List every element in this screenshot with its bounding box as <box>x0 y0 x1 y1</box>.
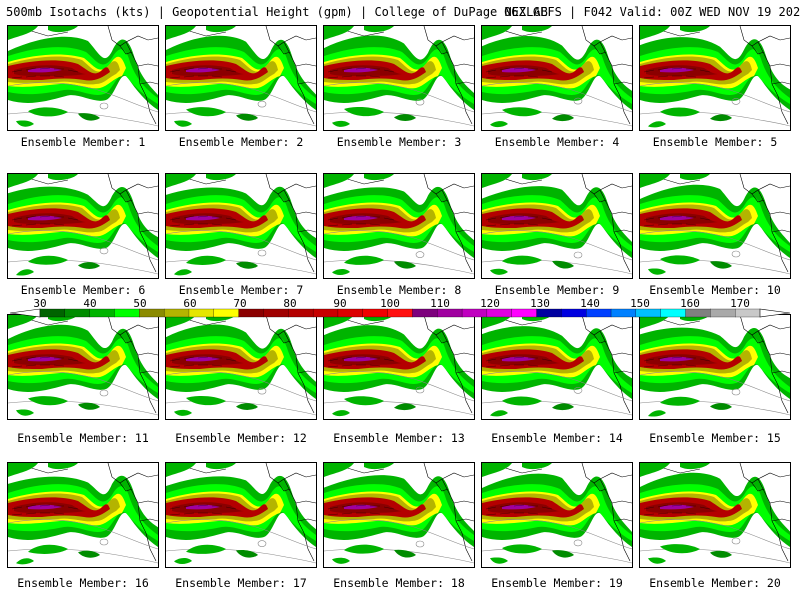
colorbar-tick-label: 30 <box>33 297 47 310</box>
colorbar-cell <box>660 308 686 318</box>
colorbar-tick-label: 140 <box>580 297 600 310</box>
ensemble-member-label: Ensemble Member: 20 <box>649 576 781 590</box>
ensemble-member-map <box>639 25 791 131</box>
ensemble-member-map <box>481 25 633 131</box>
colorbar-tick-label: 150 <box>630 297 650 310</box>
colorbar-cell <box>710 308 736 318</box>
colorbar-tick-label: 80 <box>283 297 297 310</box>
map-header: 500mb Isotachs (kts) | Geopotential Heig… <box>0 0 800 22</box>
colorbar-cell <box>685 308 711 318</box>
ensemble-member-label: Ensemble Member: 19 <box>491 576 623 590</box>
ensemble-member-label: Ensemble Member: 11 <box>17 431 149 445</box>
colorbar-cell <box>511 308 538 318</box>
colorbar-max-arrow <box>759 308 791 318</box>
colorbar-cell <box>362 308 389 318</box>
ensemble-member-map <box>165 462 317 568</box>
colorbar-tick-label: 120 <box>480 297 500 310</box>
colorbar-cell <box>64 308 91 318</box>
colorbar-tick-label: 170 <box>730 297 750 310</box>
colorbar-cell <box>213 308 240 318</box>
colorbar-min-arrow <box>9 308 41 318</box>
ensemble-member-label: Ensemble Member: 5 <box>652 135 778 149</box>
ensemble-member-label: Ensemble Member: 15 <box>649 431 781 445</box>
ensemble-member-map <box>639 462 791 568</box>
colorbar-tick-label: 70 <box>233 297 247 310</box>
ensemble-member-label: Ensemble Member: 12 <box>175 431 307 445</box>
colorbar-cell <box>586 308 612 318</box>
colorbar-cell <box>288 308 314 318</box>
colorbar-cell <box>163 308 190 318</box>
ensemble-member-map <box>7 173 159 279</box>
ensemble-member-map <box>7 314 159 420</box>
ensemble-member-label: Ensemble Member: 16 <box>17 576 149 590</box>
colorbar-cell <box>39 308 66 318</box>
ensemble-member-map <box>323 173 475 279</box>
colorbar-tick-label: 110 <box>430 297 450 310</box>
ensemble-member-label: Ensemble Member: 1 <box>20 135 146 149</box>
header-left-title: 500mb Isotachs (kts) | Geopotential Heig… <box>6 5 548 19</box>
colorbar-cell <box>437 308 463 318</box>
ensemble-member-label: Ensemble Member: 4 <box>494 135 620 149</box>
colorbar-cell <box>610 308 637 318</box>
ensemble-member-map <box>323 314 475 420</box>
ensemble-member-label: Ensemble Member: 10 <box>649 283 781 297</box>
colorbar-tick-label: 160 <box>680 297 700 310</box>
ensemble-member-label: Ensemble Member: 14 <box>491 431 623 445</box>
ensemble-member-label: Ensemble Member: 13 <box>333 431 465 445</box>
ensemble-member-map <box>481 314 633 420</box>
colorbar-cell <box>536 308 562 318</box>
colorbar-cell <box>89 308 115 318</box>
colorbar-cell <box>412 308 438 318</box>
isotach-colorbar <box>9 308 791 318</box>
ensemble-member-map <box>7 25 159 131</box>
colorbar-cell <box>735 308 761 318</box>
colorbar-cell <box>238 308 264 318</box>
colorbar-tick-label: 40 <box>83 297 97 310</box>
colorbar-tick-label: 100 <box>380 297 400 310</box>
ensemble-member-map <box>165 314 317 420</box>
header-right-title: 06Z GEFS | F042 Valid: 00Z WED NOV 19 20… <box>504 5 800 19</box>
colorbar-cell <box>635 308 662 318</box>
ensemble-member-label: Ensemble Member: 9 <box>494 283 620 297</box>
ensemble-member-label: Ensemble Member: 17 <box>175 576 307 590</box>
colorbar-cell <box>114 308 140 318</box>
colorbar-cell <box>263 308 289 318</box>
ensemble-member-map <box>323 462 475 568</box>
colorbar-tick-label: 60 <box>183 297 197 310</box>
ensemble-member-map <box>165 25 317 131</box>
ensemble-member-map <box>481 462 633 568</box>
colorbar-cell <box>461 308 488 318</box>
ensemble-member-map <box>323 25 475 131</box>
colorbar-tick-label: 90 <box>333 297 347 310</box>
ensemble-member-label: Ensemble Member: 2 <box>178 135 304 149</box>
colorbar-cell <box>387 308 413 318</box>
colorbar-cell <box>337 308 364 318</box>
ensemble-member-label: Ensemble Member: 8 <box>336 283 462 297</box>
ensemble-member-label: Ensemble Member: 18 <box>333 576 465 590</box>
ensemble-member-label: Ensemble Member: 7 <box>178 283 304 297</box>
colorbar-cell <box>486 308 513 318</box>
ensemble-member-map <box>7 462 159 568</box>
ensemble-member-map <box>481 173 633 279</box>
ensemble-member-label: Ensemble Member: 6 <box>20 283 146 297</box>
ensemble-member-map <box>639 173 791 279</box>
colorbar-cell <box>561 308 587 318</box>
colorbar-cell <box>139 308 165 318</box>
colorbar-cell <box>312 308 339 318</box>
colorbar-cell <box>188 308 215 318</box>
ensemble-member-map <box>639 314 791 420</box>
colorbar-tick-label: 50 <box>133 297 147 310</box>
colorbar-tick-label: 130 <box>530 297 550 310</box>
ensemble-member-label: Ensemble Member: 3 <box>336 135 462 149</box>
ensemble-member-map <box>165 173 317 279</box>
